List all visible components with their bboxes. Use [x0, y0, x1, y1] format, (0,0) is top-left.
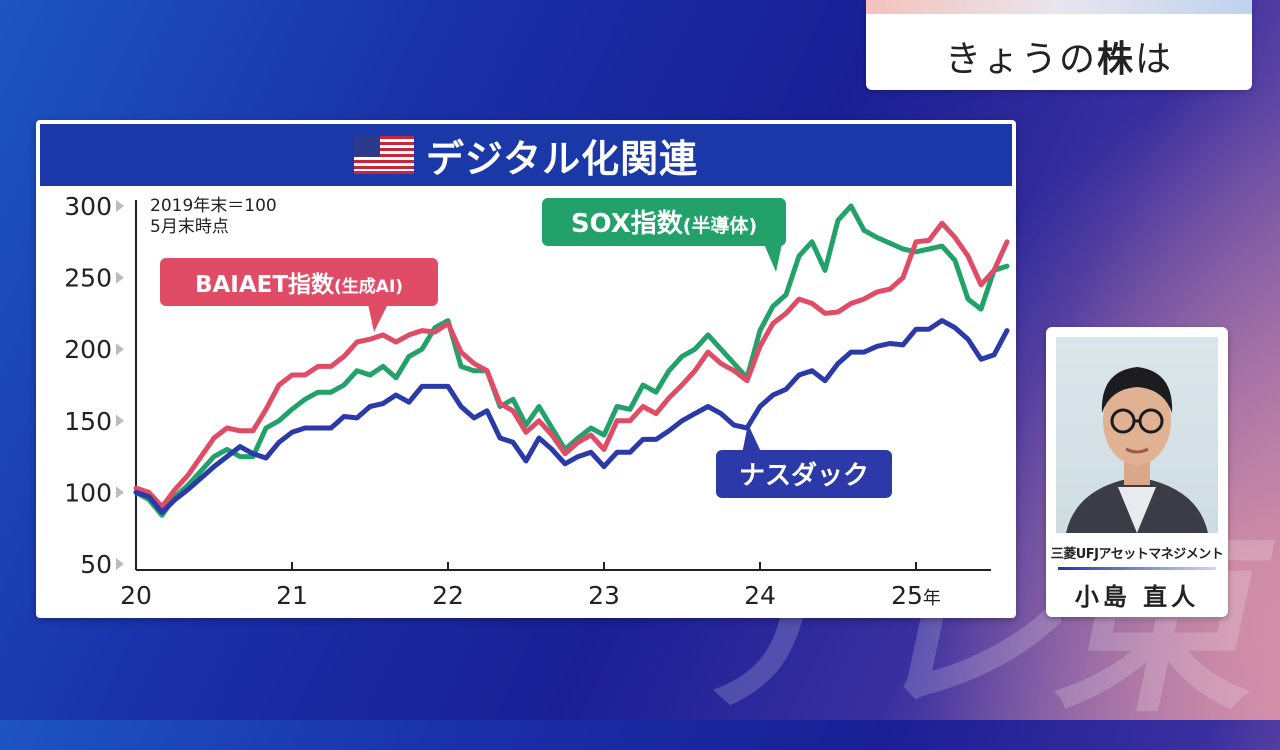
y-tick-arrow	[116, 414, 124, 427]
company-name: 三菱UFJアセットマネジメント	[1050, 547, 1224, 562]
us-flag-icon	[353, 136, 414, 174]
baiaet-callout-box	[160, 258, 438, 306]
company-underline	[1058, 567, 1216, 570]
x-tick-label: 25年	[891, 581, 941, 610]
line-chart: 50 100 150 200 250 300 20 21 22 23 24 25年 2019年末＝100…	[64, 192, 1010, 610]
chart-card: 50 100 150 200 250 300 20 21 22 23 24 25年 2019年末＝100…	[36, 120, 1016, 618]
chart-note: 2019年末＝100	[150, 196, 277, 216]
commentator-name: 小島 直人	[1074, 583, 1200, 611]
y-tick-arrow	[116, 558, 124, 570]
y-tick-label: 50	[80, 550, 112, 579]
y-tick-label: 200	[64, 335, 112, 364]
sox-callout-box	[542, 198, 786, 246]
series-nasdaq-line	[133, 318, 1010, 515]
baiaet-callout-pointer	[368, 304, 388, 332]
y-tick-label: 300	[64, 192, 112, 221]
x-tick-label: 24	[744, 581, 776, 610]
commentator-photo	[1056, 337, 1218, 533]
topic-prefix: きょうの	[944, 39, 1097, 80]
topic-banner: きょうの株は	[866, 0, 1252, 90]
series-baiaet-line	[133, 220, 1010, 510]
chart-header: デジタル化関連	[40, 124, 1012, 186]
x-tick-label: 21	[276, 581, 308, 610]
y-tick-arrow	[116, 200, 124, 212]
sox-callout-pointer	[764, 244, 782, 272]
x-tick-label: 20	[120, 581, 152, 610]
x-tick-label: 22	[432, 581, 464, 610]
topic-strip	[866, 0, 1252, 14]
x-tick-label: 23	[588, 581, 620, 610]
portrait-image	[1066, 367, 1208, 533]
y-tick-arrow	[116, 343, 124, 356]
chart-title: デジタル化関連	[425, 136, 699, 181]
topic-bold: 株	[1096, 39, 1135, 80]
nasdaq-callout-box	[716, 450, 892, 498]
y-tick-arrow	[116, 271, 124, 284]
commentator-card: 三菱UFJアセットマネジメント 小島 直人	[1046, 327, 1228, 617]
baiaet-callout-label: BAIAET指数(生成AI)	[195, 272, 403, 298]
topic-title: きょうの株は	[866, 30, 1252, 82]
chart-note: 5月末時点	[150, 217, 229, 237]
series-sox-line	[133, 203, 1010, 518]
y-tick-label: 100	[64, 478, 112, 507]
y-tick-label: 250	[64, 264, 112, 293]
y-tick-label: 150	[64, 407, 112, 436]
nasdaq-callout-pointer	[742, 424, 762, 454]
nasdaq-callout-label: ナスダック	[739, 460, 869, 491]
y-tick-arrow	[116, 486, 124, 499]
topic-suffix: は	[1135, 39, 1174, 80]
